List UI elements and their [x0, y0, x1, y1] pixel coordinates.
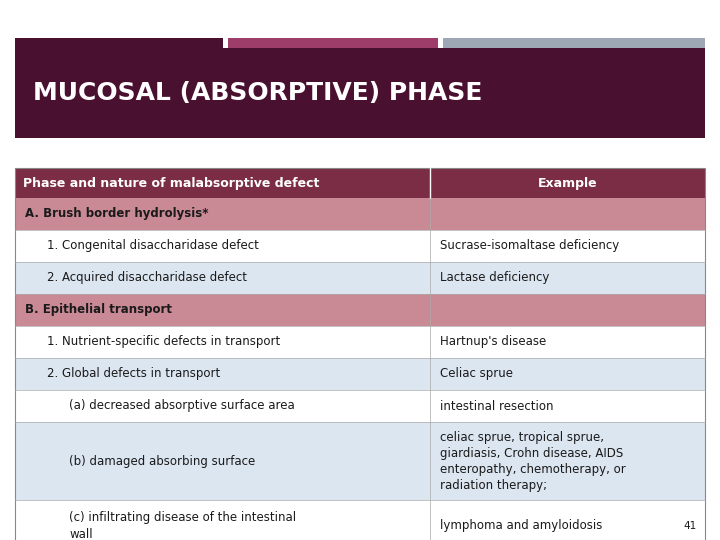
Bar	[443, 38, 705, 48]
Text: (b) damaged absorbing surface: (b) damaged absorbing surface	[69, 455, 256, 468]
Text: A. Brush border hydrolysis*: A. Brush border hydrolysis*	[25, 207, 209, 220]
Text: Phase and nature of malabsorptive defect: Phase and nature of malabsorptive defect	[23, 177, 320, 190]
Bar	[15, 358, 705, 390]
Bar	[15, 422, 705, 500]
Bar	[15, 230, 705, 262]
Text: MUCOSAL (ABSORPTIVE) PHASE: MUCOSAL (ABSORPTIVE) PHASE	[33, 81, 482, 105]
Bar	[15, 326, 705, 358]
Text: B. Epithelial transport: B. Epithelial transport	[25, 303, 172, 316]
Text: lymphoma and amyloidosis: lymphoma and amyloidosis	[440, 519, 603, 532]
Bar	[15, 390, 705, 422]
Text: Lactase deficiency: Lactase deficiency	[440, 272, 549, 285]
Text: Sucrase-isomaltase deficiency: Sucrase-isomaltase deficiency	[440, 240, 619, 253]
Text: Example: Example	[538, 177, 598, 190]
Bar	[15, 168, 705, 198]
Bar	[15, 38, 223, 48]
Text: (a) decreased absorptive surface area: (a) decreased absorptive surface area	[69, 400, 294, 413]
Bar	[15, 198, 705, 230]
Bar	[228, 38, 438, 48]
Bar	[15, 500, 705, 540]
Text: (c) infiltrating disease of the intestinal
wall: (c) infiltrating disease of the intestin…	[69, 511, 296, 540]
Text: Hartnup's disease: Hartnup's disease	[440, 335, 546, 348]
Bar	[15, 168, 705, 540]
Text: Celiac sprue: Celiac sprue	[440, 368, 513, 381]
Text: celiac sprue, tropical sprue,
giardiasis, Crohn disease, AIDS
enteropathy, chemo: celiac sprue, tropical sprue, giardiasis…	[440, 430, 626, 491]
Text: 2. Global defects in transport: 2. Global defects in transport	[47, 368, 220, 381]
Text: 1. Nutrient-specific defects in transport: 1. Nutrient-specific defects in transpor…	[47, 335, 280, 348]
Text: 1. Congenital disaccharidase defect: 1. Congenital disaccharidase defect	[47, 240, 259, 253]
Text: 2. Acquired disaccharidase defect: 2. Acquired disaccharidase defect	[47, 272, 247, 285]
Bar	[15, 48, 705, 138]
Bar	[15, 262, 705, 294]
Text: intestinal resection: intestinal resection	[440, 400, 554, 413]
Bar	[15, 294, 705, 326]
Text: 41: 41	[684, 521, 697, 531]
